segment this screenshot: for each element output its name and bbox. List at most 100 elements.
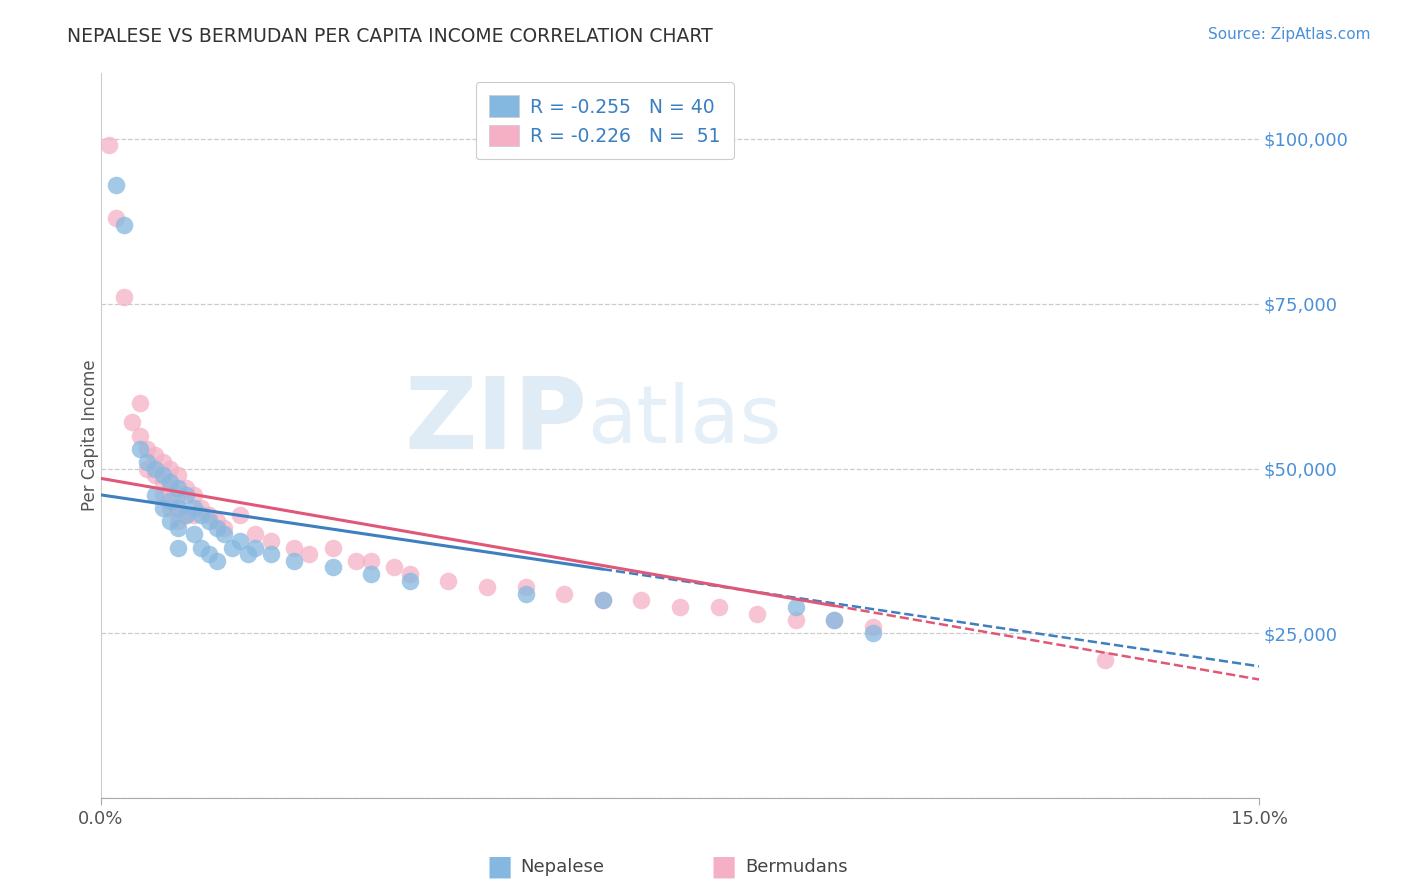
Point: [322, 560, 344, 574]
Point: [143, 448, 166, 462]
Point: [152, 475, 174, 489]
Point: [143, 488, 166, 502]
Point: [183, 501, 205, 516]
Point: [143, 461, 166, 475]
Point: [198, 508, 221, 522]
Point: [159, 501, 181, 516]
Point: [1094, 653, 1116, 667]
Point: [592, 593, 614, 607]
Point: [152, 468, 174, 483]
Point: [128, 442, 150, 456]
Point: [344, 554, 367, 568]
Text: Nepalese: Nepalese: [520, 858, 605, 876]
Point: [205, 554, 228, 568]
Point: [823, 613, 845, 627]
Point: [669, 599, 692, 614]
Point: [190, 541, 212, 555]
Point: [785, 613, 807, 627]
Point: [437, 574, 460, 588]
Point: [823, 613, 845, 627]
Point: [159, 494, 181, 508]
Point: [515, 587, 537, 601]
Point: [174, 481, 197, 495]
Point: [630, 593, 652, 607]
Point: [167, 481, 190, 495]
Text: ■: ■: [711, 853, 737, 881]
Point: [475, 580, 498, 594]
Point: [143, 468, 166, 483]
Point: [747, 607, 769, 621]
Point: [283, 554, 305, 568]
Point: [159, 461, 181, 475]
Point: [190, 508, 212, 522]
Point: [205, 521, 228, 535]
Point: [592, 593, 614, 607]
Point: [221, 541, 243, 555]
Point: [167, 501, 190, 516]
Point: [229, 534, 252, 549]
Point: [283, 541, 305, 555]
Point: [136, 455, 159, 469]
Point: [214, 521, 236, 535]
Y-axis label: Per Capita Income: Per Capita Income: [82, 359, 98, 511]
Text: NEPALESE VS BERMUDAN PER CAPITA INCOME CORRELATION CHART: NEPALESE VS BERMUDAN PER CAPITA INCOME C…: [67, 27, 713, 45]
Point: [862, 626, 884, 640]
Point: [121, 416, 143, 430]
Point: [260, 534, 283, 549]
Point: [174, 488, 197, 502]
Point: [298, 547, 321, 561]
Point: [360, 554, 382, 568]
Point: [398, 574, 420, 588]
Point: [183, 488, 205, 502]
Point: [862, 620, 884, 634]
Text: ■: ■: [486, 853, 512, 881]
Point: [152, 455, 174, 469]
Point: [205, 514, 228, 528]
Point: [167, 541, 190, 555]
Point: [322, 541, 344, 555]
Point: [214, 527, 236, 541]
Text: Source: ZipAtlas.com: Source: ZipAtlas.com: [1208, 27, 1371, 42]
Legend: R = -0.255   N = 40, R = -0.226   N =  51: R = -0.255 N = 40, R = -0.226 N = 51: [475, 82, 734, 160]
Point: [398, 566, 420, 581]
Point: [190, 501, 212, 516]
Point: [105, 178, 128, 192]
Point: [105, 211, 128, 225]
Point: [785, 599, 807, 614]
Point: [152, 488, 174, 502]
Point: [167, 514, 190, 528]
Point: [260, 547, 283, 561]
Point: [707, 599, 730, 614]
Text: Bermudans: Bermudans: [745, 858, 848, 876]
Point: [245, 527, 267, 541]
Point: [159, 514, 181, 528]
Point: [152, 501, 174, 516]
Point: [198, 514, 221, 528]
Point: [167, 468, 190, 483]
Point: [167, 521, 190, 535]
Point: [553, 587, 575, 601]
Text: atlas: atlas: [588, 382, 782, 460]
Point: [174, 508, 197, 522]
Point: [159, 481, 181, 495]
Point: [128, 395, 150, 409]
Point: [515, 580, 537, 594]
Point: [183, 508, 205, 522]
Point: [245, 541, 267, 555]
Point: [136, 442, 159, 456]
Point: [198, 547, 221, 561]
Point: [136, 461, 159, 475]
Point: [229, 508, 252, 522]
Point: [360, 566, 382, 581]
Point: [382, 560, 405, 574]
Point: [128, 428, 150, 442]
Point: [236, 547, 259, 561]
Point: [159, 475, 181, 489]
Point: [167, 501, 190, 516]
Point: [174, 508, 197, 522]
Point: [167, 488, 190, 502]
Point: [112, 218, 135, 232]
Point: [97, 138, 120, 153]
Point: [112, 290, 135, 304]
Point: [183, 527, 205, 541]
